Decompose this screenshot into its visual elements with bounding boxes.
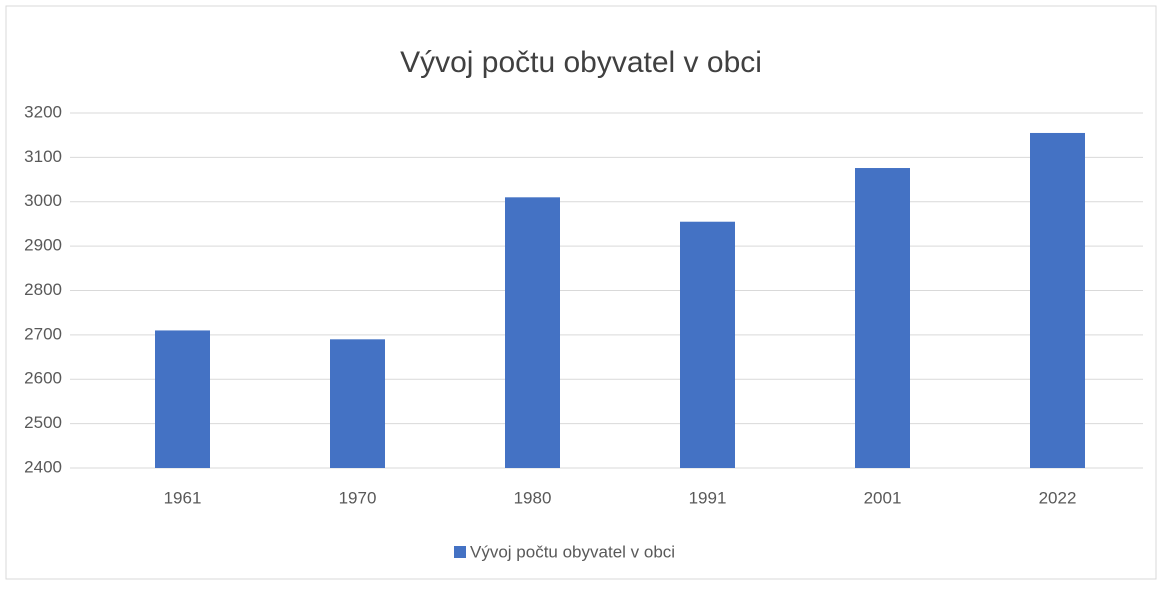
bar	[505, 197, 560, 468]
chart-title: Vývoj počtu obyvatel v obci	[400, 46, 762, 79]
y-tick-label: 2600	[24, 369, 62, 388]
chart-border	[5, 5, 1157, 580]
x-tick-label: 1980	[514, 488, 552, 507]
y-tick-label: 3100	[24, 147, 62, 166]
y-tick-label: 2700	[24, 324, 62, 343]
x-tick-label: 2022	[1039, 488, 1077, 507]
y-tick-label: 2400	[24, 457, 62, 476]
bar	[680, 221, 735, 468]
bar	[1030, 132, 1085, 468]
y-tick-label: 2900	[24, 236, 62, 255]
legend-label: Vývoj počtu obyvatel v obci	[470, 542, 675, 561]
x-tick-label: 1991	[689, 488, 727, 507]
y-tick-label: 2800	[24, 280, 62, 299]
x-tick-label: 2001	[864, 488, 902, 507]
x-tick-label: 1970	[339, 488, 377, 507]
y-tick-label: 3000	[24, 191, 62, 210]
x-tick-label: 1961	[164, 488, 202, 507]
legend-swatch	[454, 546, 466, 558]
bar	[330, 339, 385, 468]
bar	[855, 168, 910, 468]
y-tick-label: 3200	[24, 102, 62, 121]
bar	[155, 330, 210, 468]
y-tick-label: 2500	[24, 413, 62, 432]
